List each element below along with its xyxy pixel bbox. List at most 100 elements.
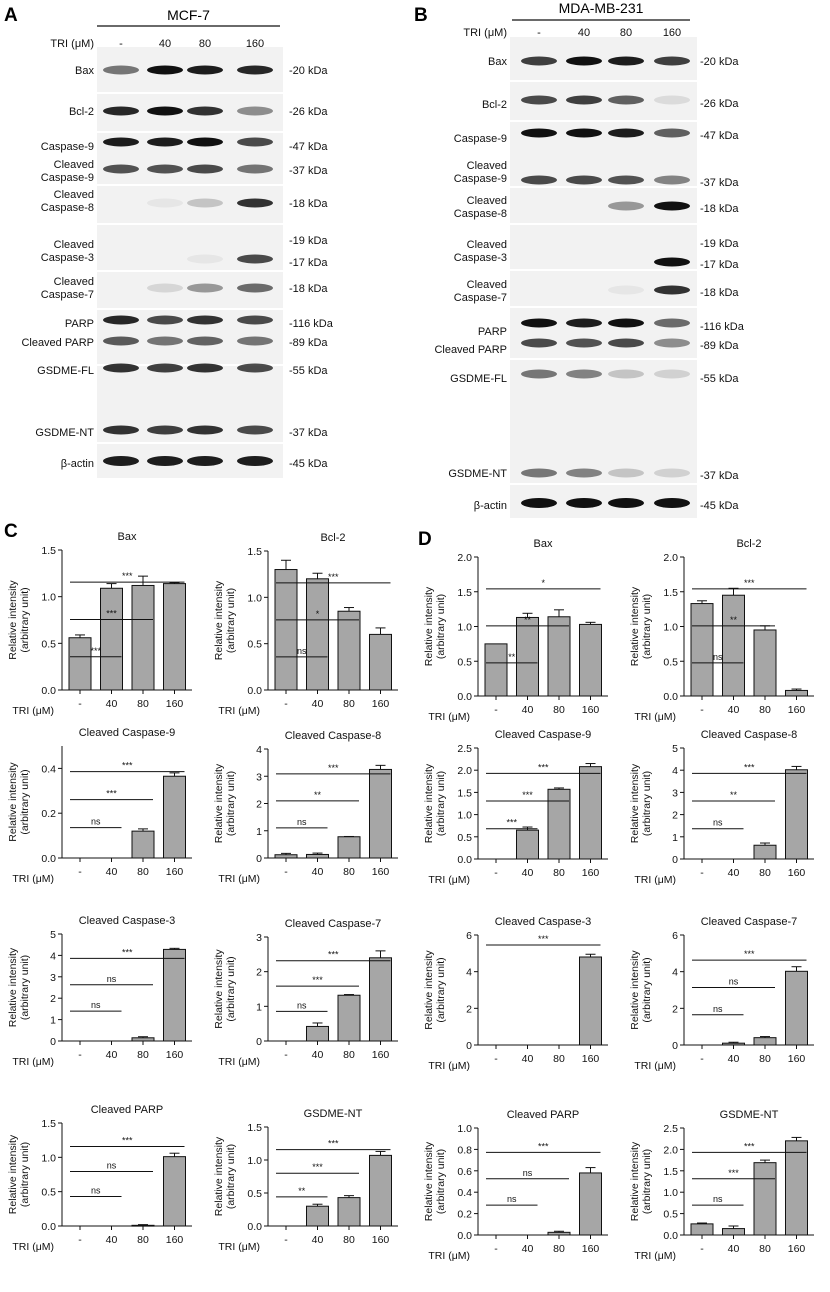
y-tick-label: 1 bbox=[50, 1015, 56, 1027]
x-tick-label: 40 bbox=[522, 1243, 534, 1255]
y-tick-label: 0.5 bbox=[41, 1187, 56, 1199]
bar bbox=[785, 970, 808, 1046]
significance-label: *** bbox=[328, 572, 339, 582]
protein-label: GSDME-FL bbox=[37, 365, 94, 377]
protein-band bbox=[608, 338, 644, 348]
chart-title: Cleaved Caspase-8 bbox=[285, 730, 382, 742]
y-tick-label: 0 bbox=[672, 854, 678, 866]
protein-band bbox=[566, 468, 602, 478]
y-tick-label: 0 bbox=[256, 1036, 262, 1048]
tri-concentration-label: TRI (μM) bbox=[50, 38, 94, 50]
molecular-weight-label: -18 kDa bbox=[289, 198, 328, 210]
x-tick-label: - bbox=[700, 1053, 704, 1065]
protein-label: β-actin bbox=[474, 500, 507, 512]
significance-label: ns bbox=[713, 1004, 723, 1014]
x-axis-label: TRI (μM) bbox=[218, 705, 260, 717]
protein-band bbox=[237, 254, 273, 264]
x-tick-label: 40 bbox=[106, 1049, 118, 1061]
significance-label: ns bbox=[107, 1161, 117, 1171]
y-tick-label: 4 bbox=[672, 765, 678, 777]
protein-band bbox=[608, 369, 644, 379]
panel-letter-d: D bbox=[418, 529, 432, 550]
bar bbox=[337, 1197, 361, 1227]
blot-strip bbox=[510, 360, 697, 483]
protein-band bbox=[654, 128, 690, 138]
y-tick-label: 1.0 bbox=[247, 1155, 262, 1167]
protein-band bbox=[566, 498, 602, 508]
bar-chart-c-0: Bax 0.0 0.5 1.0 1.5 Relative intensity(arbitr… bbox=[7, 531, 192, 717]
molecular-weight-label: -26 kDa bbox=[700, 98, 739, 110]
x-tick-label: - bbox=[494, 704, 498, 716]
protein-band bbox=[608, 56, 644, 66]
y-tick-label: 4 bbox=[466, 967, 472, 979]
y-tick-label: 0.5 bbox=[663, 1209, 678, 1221]
bar bbox=[131, 830, 155, 859]
chart-title: Cleaved Caspase-8 bbox=[701, 729, 798, 741]
significance-label: *** bbox=[328, 763, 339, 773]
bar bbox=[579, 1172, 602, 1236]
bar bbox=[722, 1228, 745, 1236]
chart-title: Bcl-2 bbox=[736, 538, 761, 550]
protein-band bbox=[521, 338, 557, 348]
protein-band bbox=[147, 456, 183, 466]
x-tick-label: - bbox=[700, 1243, 704, 1255]
x-tick-label: 40 bbox=[312, 1049, 324, 1061]
significance-label: *** bbox=[122, 571, 133, 581]
x-axis-label: TRI (μM) bbox=[428, 711, 470, 723]
x-tick-label: 80 bbox=[759, 867, 771, 879]
x-axis-label: TRI (μM) bbox=[634, 1060, 676, 1072]
y-tick-label: 1.5 bbox=[247, 546, 262, 558]
y-tick-label: 2.0 bbox=[457, 552, 472, 564]
significance-label: ** bbox=[730, 790, 738, 800]
significance-label: ns bbox=[523, 1168, 533, 1178]
y-tick-label: 2.5 bbox=[663, 1123, 678, 1135]
significance-label: ** bbox=[298, 1186, 306, 1196]
bar bbox=[579, 956, 602, 1046]
bar bbox=[547, 788, 571, 860]
molecular-weight-label: -19 kDa bbox=[700, 238, 739, 250]
x-tick-label: 160 bbox=[582, 867, 600, 879]
bar bbox=[68, 637, 92, 691]
protein-band bbox=[608, 95, 644, 105]
y-tick-label: 2 bbox=[50, 993, 56, 1005]
molecular-weight-label: -37 kDa bbox=[700, 470, 739, 482]
protein-band bbox=[654, 56, 690, 66]
protein-label: Cleaved Caspase-9 bbox=[41, 159, 94, 184]
x-axis-label: TRI (μM) bbox=[218, 873, 260, 885]
bar bbox=[579, 623, 602, 697]
protein-band bbox=[237, 137, 273, 147]
significance-label: ns bbox=[107, 974, 117, 984]
x-tick-label: 80 bbox=[759, 704, 771, 716]
bar-chart-c-5: Cleaved Caspase-7 0 1 2 3 Relative intensity(… bbox=[213, 918, 398, 1068]
x-tick-label: 80 bbox=[759, 1053, 771, 1065]
bar bbox=[163, 1156, 186, 1227]
y-tick-label: 0.0 bbox=[41, 1221, 56, 1233]
protein-band bbox=[237, 456, 273, 466]
y-axis-label: Relative intensity(arbitrary unit) bbox=[213, 763, 237, 843]
protein-band bbox=[521, 56, 557, 66]
significance-label: ns bbox=[297, 817, 307, 827]
significance-label: ** bbox=[730, 615, 738, 625]
bar bbox=[785, 689, 808, 697]
y-tick-label: 0.4 bbox=[41, 763, 56, 775]
molecular-weight-label: -37 kDa bbox=[289, 165, 328, 177]
protein-band bbox=[237, 363, 273, 373]
molecular-weight-label: -19 kDa bbox=[289, 235, 328, 247]
bar bbox=[306, 578, 329, 691]
y-axis-label: Relative intensity(arbitrary unit) bbox=[7, 762, 31, 842]
x-tick-label: 80 bbox=[137, 866, 149, 878]
protein-band bbox=[237, 65, 273, 75]
significance-label: *** bbox=[312, 975, 323, 985]
protein-band bbox=[237, 106, 273, 116]
x-tick-label: 40 bbox=[728, 1243, 740, 1255]
bar bbox=[753, 1162, 777, 1236]
significance-label: *** bbox=[538, 934, 549, 944]
protein-band bbox=[608, 128, 644, 138]
x-tick-label: - bbox=[284, 1049, 288, 1061]
chart-title: GSDME-NT bbox=[304, 1108, 363, 1120]
y-tick-label: 0.2 bbox=[457, 1209, 472, 1221]
panel-letter-a: A bbox=[4, 5, 18, 26]
protein-band bbox=[147, 198, 183, 208]
protein-band bbox=[566, 318, 602, 328]
